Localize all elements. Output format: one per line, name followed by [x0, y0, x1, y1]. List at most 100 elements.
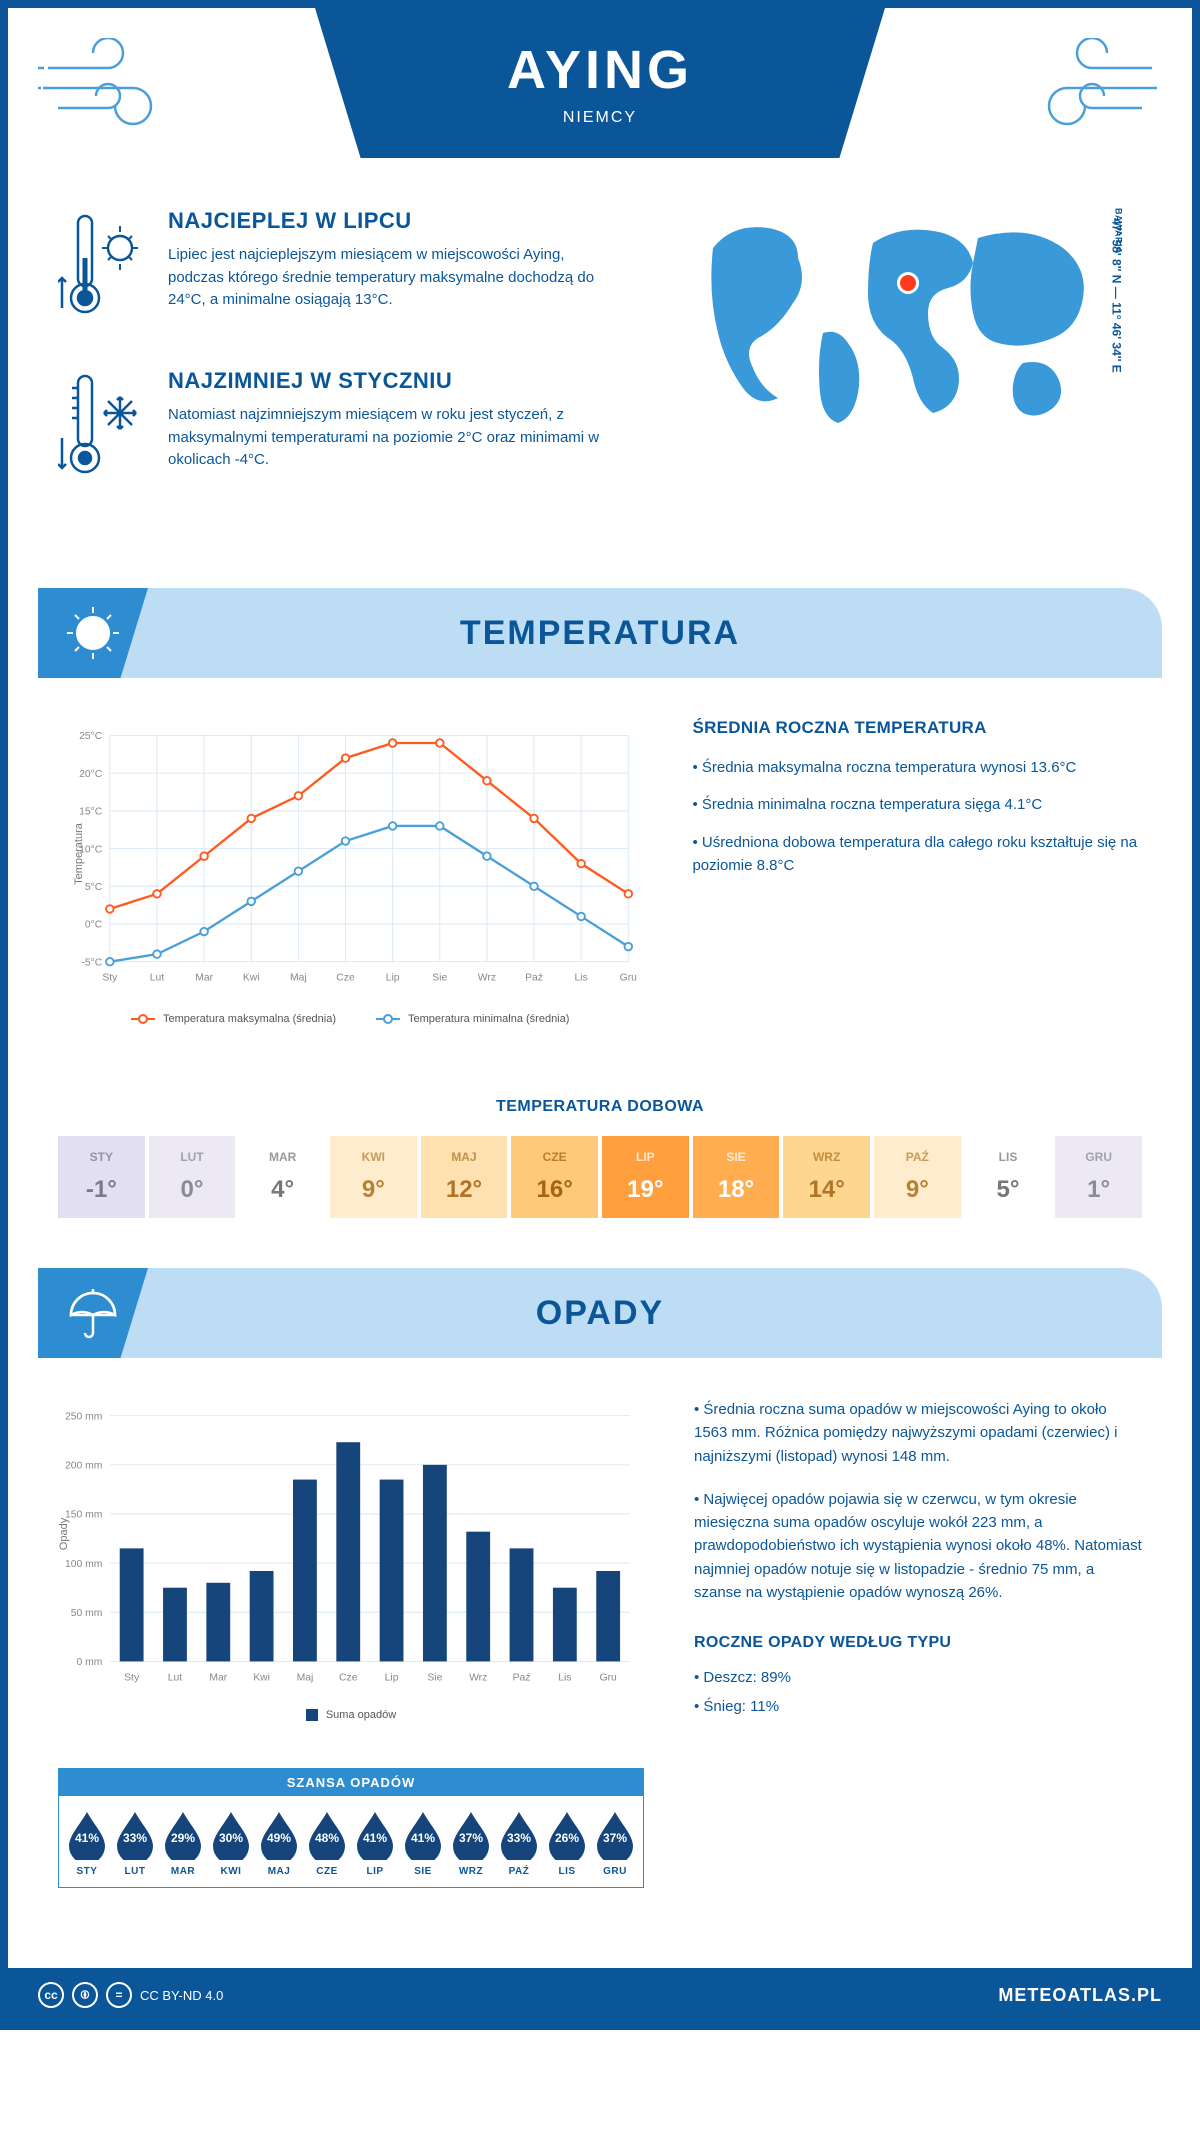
temp-chart-ylabel: Temperatura: [73, 823, 85, 885]
daily-temp-cell: WRZ14°: [783, 1136, 870, 1218]
svg-text:Paź: Paź: [513, 1672, 531, 1683]
annual-temp-title: ŚREDNIA ROCZNA TEMPERATURA: [692, 718, 1142, 738]
precip-by-type-title: ROCZNE OPADY WEDŁUG TYPU: [694, 1634, 1142, 1652]
chance-cell: 30% KWI: [209, 1810, 253, 1877]
precipitation-heading: OPADY: [536, 1294, 664, 1333]
page-title: AYING: [507, 39, 693, 101]
coldest-title: NAJZIMNIEJ W STYCZNIU: [168, 368, 605, 394]
precip-summary-2: Najwięcej opadów pojawia się w czerwcu, …: [694, 1488, 1142, 1604]
coordinates: 47° 58' 8'' N — 11° 46' 34'' E: [1109, 218, 1123, 373]
page: AYING NIEMCY: [0, 0, 1200, 2030]
intro-section: NAJCIEPLEJ W LIPCU Lipiec jest najcieple…: [8, 188, 1192, 568]
chance-cell: 41% STY: [65, 1810, 109, 1877]
chance-cell: 48% CZE: [305, 1810, 349, 1877]
precipitation-bar-chart: Opady 0 mm50 mm100 mm150 mm200 mm250 mmS…: [58, 1398, 644, 1738]
chance-title: SZANSA OPADÓW: [59, 1769, 643, 1796]
daily-temp-table: STY-1°LUT0°MAR4°KWI9°MAJ12°CZE16°LIP19°S…: [58, 1136, 1142, 1218]
daily-temp-cell: LIS5°: [965, 1136, 1052, 1218]
svg-text:Wrz: Wrz: [469, 1672, 487, 1683]
precip-legend: Suma opadów: [58, 1709, 644, 1721]
svg-text:Kwi: Kwi: [253, 1672, 270, 1683]
chance-cell: 41% SIE: [401, 1810, 445, 1877]
precipitation-content: Opady 0 mm50 mm100 mm150 mm200 mm250 mmS…: [8, 1358, 1192, 1928]
coldest-block: NAJZIMNIEJ W STYCZNIU Natomiast najzimni…: [58, 368, 605, 493]
svg-text:Sie: Sie: [432, 973, 447, 984]
svg-text:Mar: Mar: [195, 973, 213, 984]
svg-text:Paź: Paź: [525, 973, 543, 984]
svg-text:Lis: Lis: [575, 973, 588, 984]
umbrella-icon: [38, 1268, 148, 1358]
daily-temp-cell: GRU1°: [1055, 1136, 1142, 1218]
svg-text:Wrz: Wrz: [478, 973, 496, 984]
svg-text:0°C: 0°C: [85, 920, 103, 931]
precipitation-chance-table: SZANSA OPADÓW 41% STY 33% LUT 29% MAR 30…: [58, 1768, 644, 1888]
daily-temp-cell: SIE18°: [693, 1136, 780, 1218]
svg-text:Cze: Cze: [339, 1672, 358, 1683]
svg-text:50 mm: 50 mm: [71, 1608, 103, 1619]
svg-text:Lip: Lip: [386, 973, 400, 984]
temperature-line-chart: Temperatura -5°C0°C5°C10°C15°C20°C25°CSt…: [58, 718, 642, 1038]
chance-cell: 37% GRU: [593, 1810, 637, 1877]
header-banner: AYING NIEMCY: [315, 8, 885, 158]
warmest-block: NAJCIEPLEJ W LIPCU Lipiec jest najcieple…: [58, 208, 605, 333]
svg-text:20°C: 20°C: [79, 769, 103, 780]
daily-temp-cell: STY-1°: [58, 1136, 145, 1218]
annual-item: Uśredniona dobowa temperatura dla całego…: [692, 831, 1142, 878]
svg-text:Cze: Cze: [336, 973, 355, 984]
chance-cell: 33% LUT: [113, 1810, 157, 1877]
svg-text:Lis: Lis: [558, 1672, 571, 1683]
thermometer-snow-icon: [58, 368, 148, 493]
svg-text:Gru: Gru: [600, 1672, 618, 1683]
svg-text:Lut: Lut: [168, 1672, 183, 1683]
legend-min: Temperatura minimalna (średnia): [376, 1013, 569, 1025]
svg-text:Lip: Lip: [385, 1672, 399, 1683]
svg-text:Sty: Sty: [124, 1672, 140, 1683]
sun-icon: [38, 588, 148, 678]
svg-text:-5°C: -5°C: [81, 957, 102, 968]
cc-icon: cc: [38, 1982, 64, 2008]
daily-temp-cell: MAJ12°: [421, 1136, 508, 1218]
daily-temp-cell: CZE16°: [511, 1136, 598, 1218]
daily-temp-cell: MAR4°: [239, 1136, 326, 1218]
by-type-item: Deszcz: 89%: [694, 1666, 1142, 1689]
annual-item: Średnia maksymalna roczna temperatura wy…: [692, 756, 1142, 779]
svg-text:Kwi: Kwi: [243, 973, 260, 984]
section-header-temperature: TEMPERATURA: [38, 588, 1162, 678]
temperature-content: Temperatura -5°C0°C5°C10°C15°C20°C25°CSt…: [8, 678, 1192, 1078]
daily-temp-title: TEMPERATURA DOBOWA: [8, 1098, 1192, 1116]
daily-temp-cell: PAŹ9°: [874, 1136, 961, 1218]
chance-cell: 37% WRZ: [449, 1810, 493, 1877]
license-text: CC BY-ND 4.0: [140, 1988, 223, 2003]
svg-text:250 mm: 250 mm: [65, 1411, 102, 1422]
chance-cell: 33% PAŹ: [497, 1810, 541, 1877]
legend-max: Temperatura maksymalna (średnia): [131, 1013, 336, 1025]
svg-text:100 mm: 100 mm: [65, 1559, 102, 1570]
svg-text:15°C: 15°C: [79, 807, 103, 818]
warmest-title: NAJCIEPLEJ W LIPCU: [168, 208, 605, 234]
coldest-text: Natomiast najzimniejszym miesiącem w rok…: [168, 404, 605, 472]
footer: cc 🅯 = CC BY-ND 4.0 METEOATLAS.PL: [8, 1968, 1192, 2022]
svg-text:Maj: Maj: [290, 973, 307, 984]
svg-text:150 mm: 150 mm: [65, 1510, 102, 1521]
annual-item: Średnia minimalna roczna temperatura się…: [692, 793, 1142, 816]
wind-icon: [1012, 38, 1162, 138]
wind-icon: [38, 38, 188, 138]
chance-cell: 26% LIS: [545, 1810, 589, 1877]
daily-temp-cell: KWI9°: [330, 1136, 417, 1218]
daily-temp-cell: LUT0°: [149, 1136, 236, 1218]
svg-text:5°C: 5°C: [85, 882, 103, 893]
svg-text:Lut: Lut: [150, 973, 165, 984]
header: AYING NIEMCY: [8, 8, 1192, 188]
chance-cell: 29% MAR: [161, 1810, 205, 1877]
svg-text:25°C: 25°C: [79, 731, 103, 742]
chance-cell: 49% MAJ: [257, 1810, 301, 1877]
by-type-item: Śnieg: 11%: [694, 1695, 1142, 1718]
thermometer-sun-icon: [58, 208, 148, 333]
temperature-heading: TEMPERATURA: [460, 614, 740, 653]
by-icon: 🅯: [72, 1982, 98, 2008]
svg-text:Gru: Gru: [620, 973, 638, 984]
site-name: METEOATLAS.PL: [998, 1985, 1162, 2006]
section-header-precipitation: OPADY: [38, 1268, 1162, 1358]
svg-text:Maj: Maj: [297, 1672, 314, 1683]
daily-temp-cell: LIP19°: [602, 1136, 689, 1218]
